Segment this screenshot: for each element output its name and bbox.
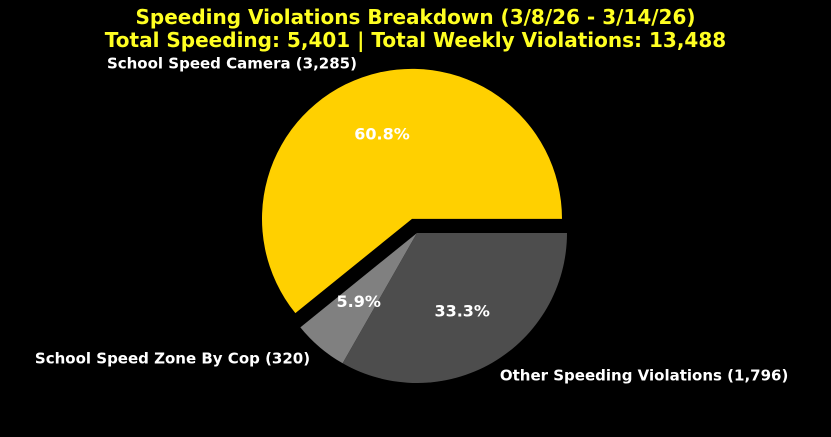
chart-title-block: Speeding Violations Breakdown (3/8/26 - … — [0, 6, 831, 52]
slice-category-label: School Speed Zone By Cop (320) — [35, 350, 310, 368]
chart-subtitle: Total Speeding: 5,401 | Total Weekly Vio… — [104, 28, 727, 52]
pie-slice — [342, 233, 567, 383]
slice-percent-label: 33.3% — [434, 301, 490, 320]
pie-labels: 60.8% School Speed Camera (3,285) 5.9% Scho… — [35, 54, 788, 384]
pie-slice — [300, 233, 417, 364]
slice-percent-label: 5.9% — [337, 292, 381, 311]
pie-slices — [261, 68, 567, 383]
slice-category-label: Other Speeding Violations (1,796) — [500, 367, 788, 385]
slice-category-label: School Speed Camera (3,285) — [107, 54, 357, 72]
slice-percent-label: 60.8% — [354, 125, 410, 144]
pie-slice — [261, 68, 562, 314]
chart-title: Speeding Violations Breakdown (3/8/26 - … — [135, 5, 696, 29]
